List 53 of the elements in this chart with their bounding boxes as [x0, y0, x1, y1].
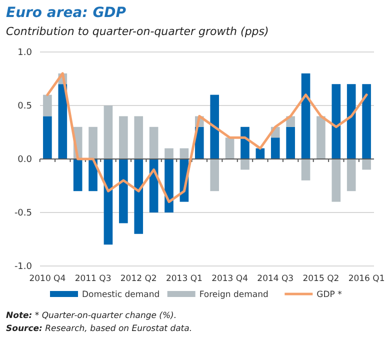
x-tick-label: 2012 Q2	[120, 274, 157, 284]
bar	[286, 126, 295, 159]
x-tick-label: 2013 Q4	[212, 274, 248, 284]
bar	[332, 84, 341, 159]
bar	[104, 106, 113, 159]
bar	[210, 94, 220, 159]
x-tick-label: 2011 Q3	[74, 274, 112, 284]
bar	[43, 116, 52, 159]
bar	[270, 138, 280, 159]
x-tick-label: 2016 Q1	[348, 274, 385, 284]
x-tick-label: 2013 Q1	[166, 274, 202, 284]
bar	[180, 148, 189, 159]
bar	[362, 159, 371, 170]
bar	[88, 126, 98, 159]
bar	[164, 148, 174, 159]
chart-title: Euro area: GDP	[6, 5, 127, 21]
bar	[362, 84, 371, 159]
y-tick-label: -1.0	[14, 262, 32, 272]
bar	[43, 94, 52, 116]
y-tick-label: 0.5	[18, 102, 32, 112]
bar	[240, 159, 250, 170]
bar	[194, 126, 204, 159]
bar	[316, 116, 326, 159]
bar	[225, 138, 234, 159]
text: Note: * Quarter-on-quarter change (%).	[6, 311, 177, 321]
bar	[119, 116, 128, 159]
bar	[301, 73, 310, 159]
bar	[149, 126, 158, 159]
y-tick-label: 0.0	[18, 155, 32, 166]
legend-label: Foreign demand	[199, 290, 268, 300]
bar	[134, 159, 144, 234]
bar	[119, 159, 128, 224]
legend-label: GDP *	[316, 290, 342, 300]
bar	[210, 159, 220, 192]
x-tick-label: 2014 Q3	[257, 274, 294, 284]
x-tick-label: 2015 Q2	[302, 274, 340, 284]
source-note: Source: Research, based on Eurostat data.	[6, 324, 192, 334]
bar	[332, 159, 341, 202]
bar	[134, 116, 144, 159]
chart-subtitle: Contribution to quarter-on-quarter growth (pps)	[6, 25, 269, 38]
bar	[58, 84, 68, 159]
bar	[240, 126, 250, 159]
bar	[104, 159, 113, 245]
y-tick-label: 1.0	[18, 48, 32, 58]
bar	[301, 159, 310, 180]
bar	[164, 159, 174, 212]
bar	[346, 84, 356, 159]
bar	[346, 159, 356, 192]
line-series	[46, 72, 368, 204]
legend-label: Domestic demand	[82, 290, 160, 300]
y-tick-label: -0.5	[14, 208, 32, 219]
bar	[73, 159, 82, 192]
x-tick-label: 2010 Q4	[29, 274, 66, 284]
